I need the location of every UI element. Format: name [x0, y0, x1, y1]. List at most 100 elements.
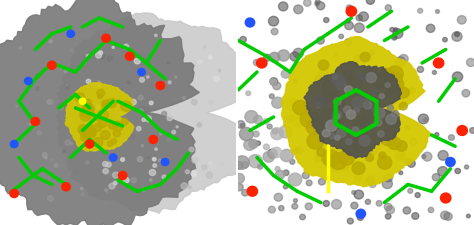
Circle shape	[423, 152, 432, 161]
Circle shape	[240, 36, 246, 43]
Circle shape	[329, 104, 338, 112]
Circle shape	[354, 55, 361, 61]
Circle shape	[410, 138, 417, 145]
Circle shape	[331, 119, 341, 129]
Circle shape	[219, 70, 221, 72]
Circle shape	[378, 131, 384, 137]
Circle shape	[293, 199, 298, 203]
Circle shape	[84, 99, 91, 106]
Circle shape	[96, 105, 100, 109]
Circle shape	[142, 118, 146, 121]
Circle shape	[31, 172, 36, 177]
Circle shape	[109, 154, 117, 161]
Circle shape	[329, 153, 347, 169]
Circle shape	[273, 82, 281, 90]
Circle shape	[305, 203, 312, 210]
Circle shape	[393, 29, 403, 38]
Circle shape	[254, 115, 262, 124]
Circle shape	[423, 118, 428, 122]
Circle shape	[352, 191, 356, 194]
Circle shape	[365, 199, 371, 204]
Circle shape	[344, 69, 355, 79]
Circle shape	[29, 123, 31, 125]
Circle shape	[363, 106, 381, 123]
Circle shape	[155, 148, 157, 150]
Circle shape	[269, 52, 280, 62]
Circle shape	[126, 52, 134, 60]
Circle shape	[105, 201, 109, 205]
Circle shape	[352, 97, 364, 108]
Circle shape	[113, 130, 120, 137]
Circle shape	[346, 76, 362, 91]
Circle shape	[343, 143, 359, 159]
Circle shape	[203, 46, 206, 48]
Circle shape	[59, 201, 62, 204]
Circle shape	[275, 170, 285, 179]
Circle shape	[139, 77, 145, 82]
Circle shape	[103, 169, 109, 174]
Circle shape	[19, 47, 22, 49]
Circle shape	[10, 189, 18, 198]
Circle shape	[345, 86, 353, 94]
Circle shape	[381, 110, 385, 115]
Circle shape	[386, 206, 394, 214]
Polygon shape	[282, 37, 430, 187]
Circle shape	[293, 79, 298, 83]
Circle shape	[384, 113, 400, 128]
Circle shape	[279, 2, 288, 11]
Circle shape	[452, 32, 462, 41]
Circle shape	[141, 145, 144, 147]
Circle shape	[370, 123, 376, 129]
Circle shape	[392, 108, 396, 111]
Circle shape	[391, 100, 396, 105]
Circle shape	[356, 15, 363, 21]
Circle shape	[452, 72, 463, 82]
Circle shape	[387, 115, 396, 124]
Circle shape	[16, 105, 18, 107]
Circle shape	[269, 94, 274, 99]
Circle shape	[317, 148, 326, 156]
Circle shape	[275, 166, 280, 171]
Circle shape	[315, 74, 326, 84]
Circle shape	[388, 72, 402, 85]
Circle shape	[174, 76, 177, 78]
Circle shape	[181, 183, 187, 189]
Circle shape	[418, 114, 428, 124]
Circle shape	[155, 34, 157, 37]
Circle shape	[322, 79, 340, 97]
Circle shape	[339, 34, 344, 39]
Circle shape	[422, 155, 426, 158]
Circle shape	[307, 133, 324, 149]
Circle shape	[385, 5, 392, 11]
Circle shape	[67, 30, 74, 37]
Circle shape	[149, 135, 157, 144]
Circle shape	[346, 19, 350, 23]
Circle shape	[65, 140, 71, 145]
Circle shape	[123, 121, 127, 125]
Circle shape	[372, 109, 379, 115]
Circle shape	[354, 176, 361, 182]
Circle shape	[285, 115, 295, 123]
Circle shape	[144, 107, 150, 112]
Circle shape	[339, 161, 349, 171]
Circle shape	[189, 147, 194, 152]
Circle shape	[112, 172, 119, 178]
Circle shape	[426, 24, 435, 32]
Circle shape	[258, 164, 263, 169]
Circle shape	[141, 55, 146, 60]
Circle shape	[412, 213, 419, 219]
Circle shape	[288, 173, 302, 186]
Circle shape	[331, 74, 343, 85]
Circle shape	[149, 179, 152, 181]
Circle shape	[65, 82, 70, 87]
Circle shape	[396, 141, 407, 151]
Circle shape	[123, 178, 129, 183]
Circle shape	[253, 59, 260, 66]
Circle shape	[392, 111, 399, 118]
Circle shape	[317, 104, 328, 114]
Circle shape	[444, 213, 452, 220]
Circle shape	[374, 108, 385, 118]
Circle shape	[319, 69, 328, 77]
Circle shape	[84, 127, 93, 136]
Circle shape	[352, 127, 359, 133]
